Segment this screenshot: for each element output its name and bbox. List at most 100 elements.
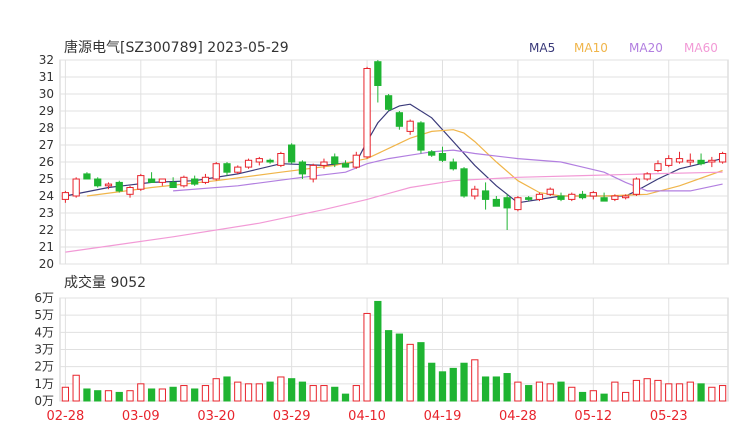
volume-bar	[686, 381, 694, 402]
date-tick-label: 03-09	[122, 409, 160, 424]
volume-bar	[546, 383, 554, 402]
candle-body	[535, 193, 544, 200]
candle	[298, 160, 307, 179]
volume-bar	[557, 381, 565, 402]
candle	[244, 158, 253, 169]
candle-body	[180, 176, 188, 187]
volume-bar	[137, 383, 145, 402]
candle	[417, 121, 425, 154]
candle	[514, 196, 522, 212]
volume-bar	[94, 390, 102, 402]
candle-body	[288, 144, 296, 163]
volume-bar	[352, 385, 360, 402]
price-tick-label: 25	[39, 172, 54, 186]
candle	[223, 162, 231, 176]
candle	[600, 192, 608, 202]
candle-body	[158, 178, 166, 183]
candle-body	[201, 176, 210, 183]
candle	[341, 160, 350, 168]
candle	[266, 158, 274, 164]
volume-bar	[428, 362, 436, 402]
candlesticks	[61, 60, 727, 230]
volume-bar	[417, 342, 425, 402]
volume-bar	[363, 312, 371, 402]
candle	[675, 151, 684, 164]
volume-bar	[675, 383, 684, 402]
volume-bar	[223, 376, 231, 402]
date-tick-label: 04-19	[424, 409, 462, 424]
volume-bar	[514, 381, 522, 402]
volume-bar	[61, 386, 70, 402]
candle-body	[557, 195, 565, 200]
candle	[428, 150, 436, 157]
volume-bar	[169, 386, 177, 402]
volume-tick-label: 3万	[34, 343, 54, 357]
candle	[363, 66, 371, 159]
candle	[471, 185, 479, 200]
volume-bar	[611, 381, 619, 402]
candle-body	[341, 163, 350, 168]
candle-body	[718, 153, 727, 163]
candle-body	[546, 188, 554, 195]
candle	[686, 153, 694, 166]
candle	[72, 177, 80, 198]
candle-body	[115, 181, 123, 192]
candle	[654, 160, 662, 173]
candle-body	[94, 178, 102, 187]
volume-bar	[384, 330, 393, 402]
candle	[115, 180, 123, 193]
candle-body	[83, 173, 91, 180]
volume-bar	[665, 383, 673, 402]
ma-line-ma60	[65, 171, 723, 253]
candle-body	[137, 175, 145, 190]
volume-bar	[395, 333, 404, 402]
price-tick-label: 29	[39, 104, 54, 118]
candle-body	[675, 158, 684, 163]
candle-body	[665, 158, 673, 166]
price-tick-label: 20	[39, 257, 54, 271]
candle-body	[104, 183, 113, 187]
candle	[697, 153, 705, 166]
candle	[191, 175, 199, 186]
candle	[438, 146, 447, 162]
candle	[578, 190, 587, 200]
candle	[147, 172, 156, 183]
volume-bar	[471, 359, 479, 402]
price-tick-label: 22	[39, 223, 54, 237]
volume-bar	[374, 300, 382, 402]
candle	[61, 190, 70, 203]
volume-bar	[492, 376, 500, 402]
candle	[169, 177, 177, 188]
candle-body	[331, 156, 339, 165]
price-tick-label: 23	[39, 206, 54, 220]
candle	[643, 172, 651, 181]
candle	[180, 175, 188, 188]
price-tick-label: 21	[39, 240, 54, 254]
candle-body	[255, 158, 263, 163]
candle	[83, 172, 91, 180]
candle-body	[212, 163, 220, 180]
volume-bar	[568, 386, 576, 402]
date-tick-label: 03-29	[273, 409, 311, 424]
candle-body	[708, 159, 716, 163]
candle	[104, 182, 113, 190]
price-tick-label: 27	[39, 138, 54, 152]
candle-body	[611, 195, 619, 200]
volume-bar	[147, 388, 156, 402]
volume-bar	[244, 383, 253, 402]
candle	[665, 155, 673, 168]
price-tick-label: 30	[39, 87, 54, 101]
candle-body	[244, 159, 253, 168]
volume-bar	[632, 379, 641, 402]
volume-tick-label: 2万	[34, 360, 54, 374]
candle-body	[654, 163, 662, 171]
candle	[568, 192, 576, 202]
candle-body	[471, 188, 479, 197]
candle	[384, 94, 393, 111]
candle-body	[320, 161, 328, 166]
volume-bar	[654, 379, 662, 402]
candle	[525, 196, 533, 202]
candle	[212, 162, 220, 181]
candle	[632, 177, 641, 196]
volume-bar	[449, 367, 457, 402]
